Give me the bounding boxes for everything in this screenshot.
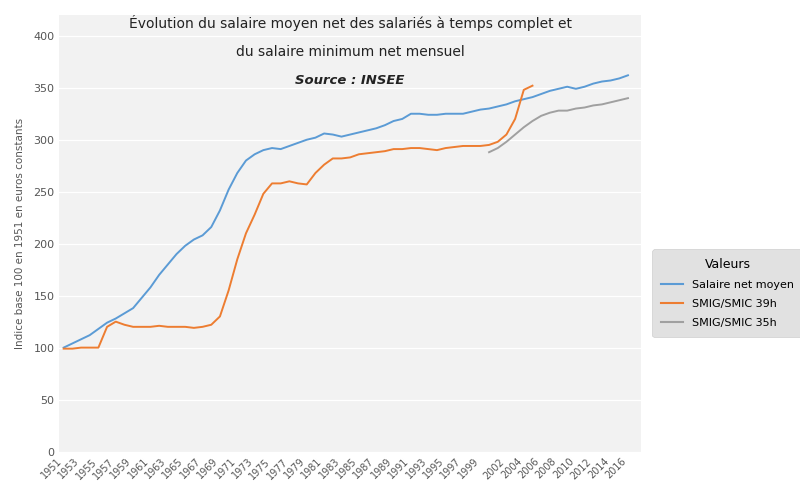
SMIG/SMIC 39h bbox=[146, 324, 155, 330]
SMIG/SMIC 35h bbox=[519, 124, 529, 130]
Salaire net moyen bbox=[198, 233, 207, 239]
SMIG/SMIC 39h bbox=[59, 346, 69, 352]
SMIG/SMIC 35h bbox=[597, 101, 606, 107]
Text: du salaire minimum net mensuel: du salaire minimum net mensuel bbox=[236, 45, 465, 59]
SMIG/SMIC 35h bbox=[536, 113, 546, 119]
SMIG/SMIC 35h bbox=[528, 118, 538, 124]
Text: Source : INSEE: Source : INSEE bbox=[295, 74, 405, 87]
Salaire net moyen bbox=[302, 137, 311, 143]
SMIG/SMIC 35h bbox=[562, 108, 572, 114]
SMIG/SMIC 35h bbox=[502, 139, 511, 145]
Salaire net moyen bbox=[580, 84, 590, 90]
Line: Salaire net moyen: Salaire net moyen bbox=[64, 75, 628, 348]
Line: SMIG/SMIC 35h: SMIG/SMIC 35h bbox=[489, 98, 628, 152]
SMIG/SMIC 39h bbox=[111, 318, 121, 324]
SMIG/SMIC 35h bbox=[545, 110, 554, 116]
SMIG/SMIC 39h bbox=[528, 83, 538, 89]
SMIG/SMIC 35h bbox=[623, 95, 633, 101]
Line: SMIG/SMIC 39h: SMIG/SMIC 39h bbox=[64, 86, 533, 349]
Salaire net moyen bbox=[59, 345, 69, 351]
SMIG/SMIC 35h bbox=[614, 97, 624, 103]
SMIG/SMIC 35h bbox=[580, 105, 590, 111]
Salaire net moyen bbox=[146, 284, 155, 290]
SMIG/SMIC 35h bbox=[589, 103, 598, 109]
Legend: Salaire net moyen, SMIG/SMIC 39h, SMIG/SMIC 35h: Salaire net moyen, SMIG/SMIC 39h, SMIG/S… bbox=[652, 249, 800, 337]
SMIG/SMIC 35h bbox=[554, 108, 563, 114]
Salaire net moyen bbox=[623, 72, 633, 78]
SMIG/SMIC 35h bbox=[606, 99, 615, 105]
Y-axis label: Indice base 100 en 1951 en euros constants: Indice base 100 en 1951 en euros constan… bbox=[15, 118, 25, 349]
SMIG/SMIC 35h bbox=[484, 149, 494, 155]
SMIG/SMIC 39h bbox=[519, 87, 529, 93]
Salaire net moyen bbox=[502, 101, 511, 107]
SMIG/SMIC 39h bbox=[172, 324, 182, 330]
SMIG/SMIC 35h bbox=[493, 145, 502, 151]
Text: Évolution du salaire moyen net des salariés à temps complet et: Évolution du salaire moyen net des salar… bbox=[129, 15, 572, 31]
SMIG/SMIC 39h bbox=[233, 256, 242, 262]
Salaire net moyen bbox=[233, 170, 242, 176]
SMIG/SMIC 35h bbox=[571, 106, 581, 112]
SMIG/SMIC 35h bbox=[510, 131, 520, 137]
SMIG/SMIC 39h bbox=[475, 143, 485, 149]
